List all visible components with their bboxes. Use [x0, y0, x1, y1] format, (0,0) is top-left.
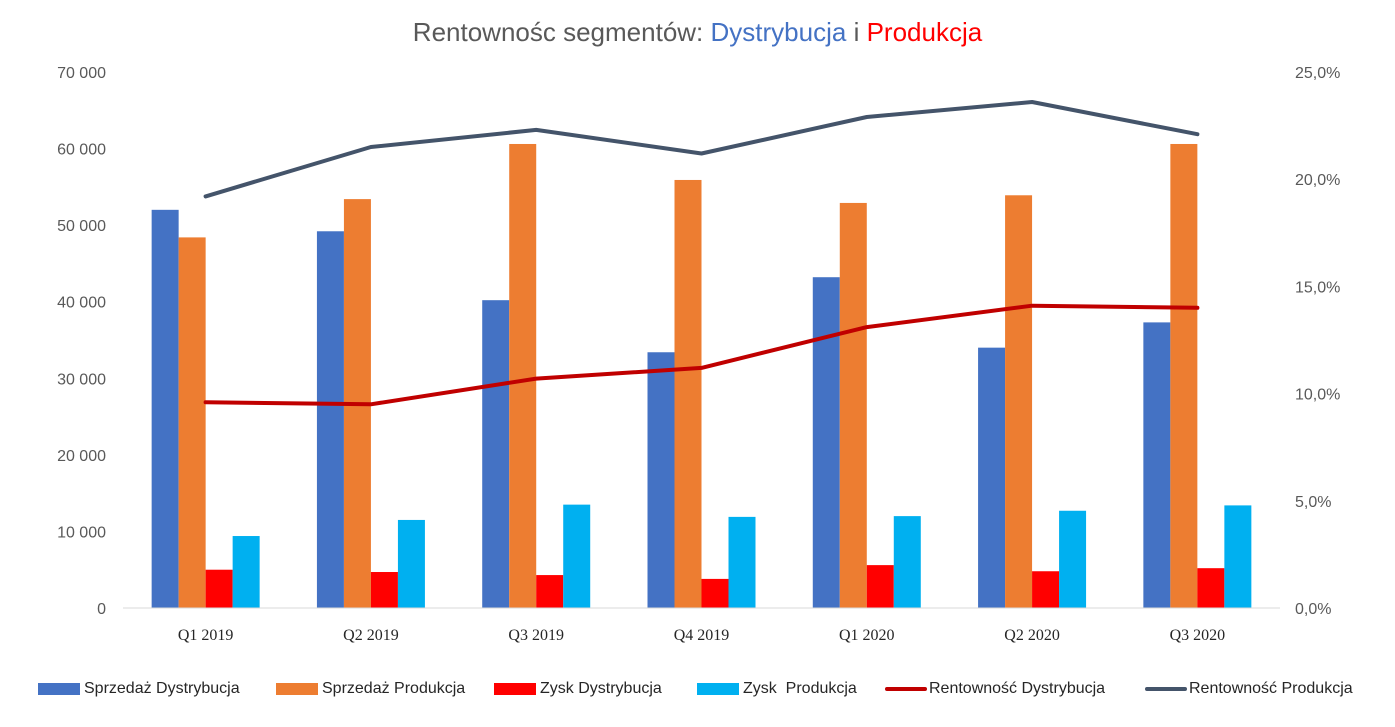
x-tick-label: Q2 2020	[1004, 627, 1060, 644]
right-axis-ticks: 0,0% 5,0% 10,0% 15,0% 20,0% 25,0%	[1295, 65, 1340, 618]
left-tick-label: 30 000	[57, 371, 106, 388]
legend-swatch	[885, 687, 927, 691]
bar-zysk-produkcja-q3-2020	[1224, 505, 1252, 608]
bar-sprzedaz-produkcja-q2-2020	[1005, 195, 1033, 608]
bar-zysk-dystrybucja-q2-2019	[370, 572, 398, 608]
bar-sprzedaz-produkcja-q1-2019	[178, 237, 206, 608]
legend-label: Sprzedaż Dystrybucja	[84, 680, 240, 697]
x-tick-label: Q1 2020	[839, 627, 895, 644]
bar-zysk-produkcja-q1-2019	[232, 536, 260, 608]
legend-item-sprzedaz-produkcja: Sprzedaż Produkcja	[276, 680, 465, 698]
right-tick-label: 0,0%	[1295, 601, 1331, 618]
line-rentownosc-dystrybucja	[203, 303, 1200, 407]
bar-zysk-dystrybucja-q3-2020	[1197, 568, 1225, 608]
bar-sprzedaz-dystrybucja-q3-2020	[1143, 322, 1171, 608]
title-part-i: i	[846, 17, 867, 47]
bar-zysk-dystrybucja-q4-2019	[701, 578, 729, 608]
legend-label: Rentowność Dystrybucja	[929, 680, 1106, 697]
title-part-dystrybucja: Dystrybucja	[710, 17, 847, 47]
x-tick-label: Q2 2019	[343, 627, 399, 644]
legend-label: Sprzedaż Produkcja	[322, 680, 466, 697]
left-tick-label: 20 000	[57, 448, 106, 465]
bar-zysk-produkcja-q4-2019	[728, 516, 756, 608]
left-tick-label: 50 000	[57, 218, 106, 235]
left-tick-label: 10 000	[57, 524, 106, 541]
legend-item-rentownosc-produkcja: Rentowność Produkcja	[1145, 680, 1353, 698]
chart-title: Rentownośc segmentów: Dystrybucja i Prod…	[0, 17, 1395, 48]
legend: Sprzedaż Dystrybucja Sprzedaż Produkcja Zy…	[0, 680, 1395, 704]
bar-zysk-dystrybucja-q2-2020	[1032, 571, 1060, 608]
left-tick-label: 40 000	[57, 295, 106, 312]
x-axis-ticks: Q1 2019 Q2 2019 Q3 2019 Q4 2019 Q1 2020 Q2 20…	[178, 627, 1225, 644]
bar-sprzedaz-dystrybucja-q1-2019	[151, 209, 179, 609]
title-part-produkcja: Produkcja	[866, 17, 983, 47]
bar-sprzedaz-dystrybucja-q2-2019	[316, 231, 344, 609]
right-tick-label: 20,0%	[1295, 172, 1340, 189]
bar-sprzedaz-produkcja-q1-2020	[839, 202, 867, 609]
bars-layer	[151, 143, 1252, 609]
right-tick-label: 10,0%	[1295, 387, 1340, 404]
left-axis-ticks: 0 10 000 20 000 30 000 40 000 50 000 60 000 70 …	[57, 65, 106, 618]
bar-zysk-dystrybucja-q3-2019	[536, 575, 564, 608]
legend-item-zysk-produkcja: Zysk Produkcja	[697, 680, 857, 698]
legend-label: Zysk Dystrybucja	[540, 680, 662, 697]
legend-swatch	[276, 683, 318, 695]
bar-zysk-dystrybucja-q1-2019	[205, 569, 233, 608]
title-part-main: Rentownośc segmentów:	[412, 17, 711, 47]
x-tick-label: Q3 2019	[508, 627, 564, 644]
legend-item-rentownosc-dystrybucja: Rentowność Dystrybucja	[885, 680, 1105, 698]
right-tick-label: 5,0%	[1295, 494, 1331, 511]
legend-swatch	[494, 683, 536, 695]
x-tick-label: Q3 2020	[1170, 627, 1226, 644]
bar-sprzedaz-produkcja-q3-2020	[1170, 143, 1198, 608]
bar-sprzedaz-produkcja-q3-2019	[509, 143, 537, 608]
x-tick-label: Q4 2019	[674, 627, 730, 644]
legend-label: Zysk Produkcja	[743, 680, 857, 697]
left-tick-label: 60 000	[57, 142, 106, 159]
legend-item-zysk-dystrybucja: Zysk Dystrybucja	[494, 680, 662, 698]
legend-label: Rentowność Produkcja	[1189, 680, 1353, 697]
legend-swatch	[38, 683, 80, 695]
legend-swatch	[697, 683, 739, 695]
bar-zysk-dystrybucja-q1-2020	[866, 565, 894, 608]
bar-sprzedaz-produkcja-q4-2019	[674, 179, 702, 609]
bar-sprzedaz-dystrybucja-q3-2019	[482, 300, 510, 608]
left-tick-label: 0	[97, 601, 106, 618]
bar-zysk-produkcja-q1-2020	[893, 516, 921, 608]
legend-item-sprzedaz-dystrybucja: Sprzedaż Dystrybucja	[38, 680, 240, 698]
bar-zysk-produkcja-q3-2019	[563, 504, 591, 608]
bar-sprzedaz-dystrybucja-q4-2019	[647, 352, 675, 608]
line-rentownosc-produkcja	[203, 100, 1200, 199]
lines-layer	[203, 100, 1200, 407]
right-tick-label: 25,0%	[1295, 65, 1340, 82]
right-tick-label: 15,0%	[1295, 279, 1340, 296]
bar-zysk-produkcja-q2-2020	[1059, 510, 1087, 608]
bar-zysk-produkcja-q2-2019	[397, 519, 425, 608]
legend-swatch	[1145, 687, 1187, 691]
bar-sprzedaz-dystrybucja-q1-2020	[812, 277, 840, 608]
x-tick-label: Q1 2019	[178, 627, 234, 644]
bar-sprzedaz-dystrybucja-q2-2020	[978, 347, 1006, 608]
chart-plot: 0 10 000 20 000 30 000 40 000 50 000 60 000 70 …	[57, 65, 1340, 644]
left-tick-label: 70 000	[57, 65, 106, 82]
